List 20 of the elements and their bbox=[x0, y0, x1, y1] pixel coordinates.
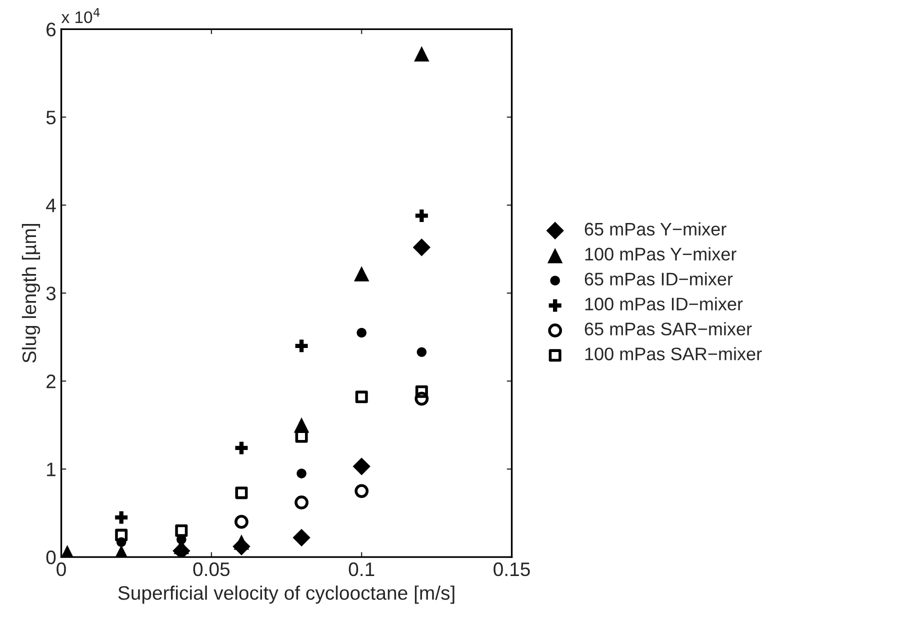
text: x 10$^{4}$ bbox=[61, 8, 100, 24]
legend-label: 65 mPas Y−mixer bbox=[584, 222, 726, 236]
x-axis-title: Superficial velocity of cyclooctane [m/s] bbox=[118, 586, 454, 604]
legend-label: 100 mPas ID−mixer bbox=[585, 297, 743, 310]
x-tick-label: 0.05 bbox=[193, 562, 230, 576]
legend-label: 100 mPas Y−mixer bbox=[585, 247, 736, 261]
x-tick-label: 0.15 bbox=[494, 562, 530, 576]
x-tick-label: 0 bbox=[56, 562, 66, 576]
x-tick-label: 0.1 bbox=[348, 562, 374, 576]
legend-label: 100 mPas SAR−mixer bbox=[585, 347, 762, 360]
y-tick-label: 6 bbox=[46, 22, 56, 36]
legend-label: 65 mPas ID−mixer bbox=[584, 272, 733, 286]
legend-label: 65 mPas SAR−mixer bbox=[584, 322, 752, 336]
y-tick-label: 2 bbox=[46, 374, 56, 388]
y-tick-label: 4 bbox=[46, 198, 56, 212]
y-tick-label: 3 bbox=[46, 286, 56, 300]
y-axis-title: Slug length [µm] bbox=[22, 224, 40, 363]
y-tick-label: 5 bbox=[46, 110, 56, 124]
y-tick-label: 1 bbox=[47, 462, 56, 476]
y-tick-label: 0 bbox=[46, 550, 56, 564]
